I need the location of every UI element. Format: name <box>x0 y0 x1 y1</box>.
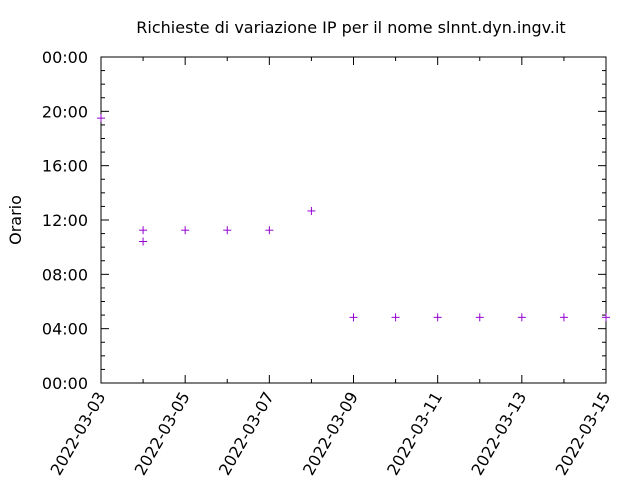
chart-title: Richieste di variazione IP per il nome s… <box>136 18 565 37</box>
x-tick-label: 2022-03-07 <box>215 389 278 479</box>
x-tick-labels: 2022-03-03 2022-03-05 2022-03-07 2022-03-09… <box>47 388 615 478</box>
x-tick-label: 2022-03-11 <box>383 388 446 478</box>
plot-frame <box>100 56 607 384</box>
x-tick-label: 2022-03-13 <box>467 389 530 479</box>
y-tick-label: 20:00 <box>42 102 88 121</box>
data-point <box>517 313 526 322</box>
y-tick-label: 08:00 <box>42 265 88 284</box>
data-point <box>139 237 148 246</box>
data-point <box>559 313 568 322</box>
y-tick-label: 00:00 <box>42 374 88 393</box>
data-points <box>97 114 610 322</box>
data-point <box>349 313 358 322</box>
x-tick-label: 2022-03-03 <box>47 389 110 479</box>
data-point <box>475 313 484 322</box>
y-tick-label: 16:00 <box>42 157 88 176</box>
data-point <box>265 226 274 235</box>
y-tick-label: 12:00 <box>42 211 88 230</box>
x-tick-label: 2022-03-09 <box>299 389 362 479</box>
y-tick-label: 04:00 <box>42 320 88 339</box>
data-point <box>433 313 442 322</box>
minor-ticks <box>101 57 606 383</box>
y-tick-labels: 00:00 04:00 08:00 12:00 16:00 20:00 00:00 <box>42 48 88 393</box>
y-axis-label: Orario <box>6 195 25 245</box>
data-point <box>139 226 148 235</box>
y-tick-label: 00:00 <box>42 48 88 67</box>
data-point <box>97 114 105 123</box>
x-tick-label: 2022-03-15 <box>552 389 615 479</box>
data-point <box>307 206 316 215</box>
data-point <box>602 313 610 322</box>
data-point <box>181 226 190 235</box>
data-point <box>391 313 400 322</box>
data-point <box>223 226 232 235</box>
x-tick-label: 2022-03-05 <box>131 389 194 479</box>
major-ticks <box>100 56 607 384</box>
